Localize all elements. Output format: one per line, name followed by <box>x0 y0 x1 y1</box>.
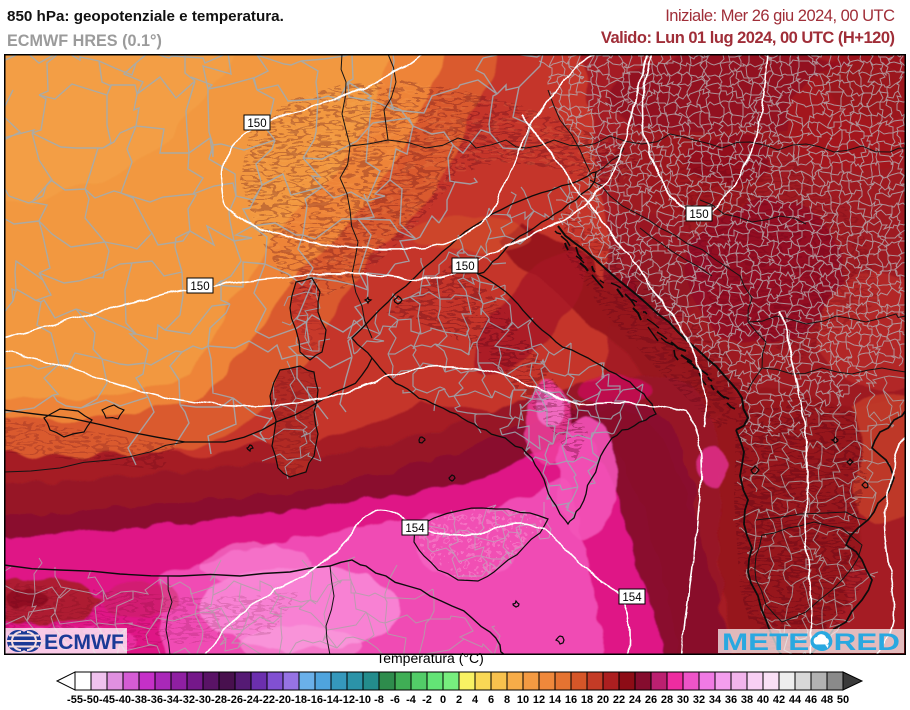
svg-text:-22: -22 <box>259 694 275 706</box>
svg-text:-4: -4 <box>406 694 417 706</box>
svg-text:34: 34 <box>709 694 722 706</box>
svg-text:18: 18 <box>581 694 593 706</box>
svg-text:-45: -45 <box>99 694 115 706</box>
svg-text:-38: -38 <box>131 694 147 706</box>
svg-text:6: 6 <box>488 694 494 706</box>
svg-text:-34: -34 <box>163 694 180 706</box>
svg-text:42: 42 <box>773 694 785 706</box>
svg-text:40: 40 <box>757 694 769 706</box>
svg-text:150: 150 <box>190 281 209 293</box>
svg-text:16: 16 <box>565 694 577 706</box>
svg-text:150: 150 <box>455 261 474 273</box>
svg-text:20: 20 <box>597 694 609 706</box>
svg-text:38: 38 <box>741 694 753 706</box>
svg-text:28: 28 <box>661 694 673 706</box>
svg-text:-40: -40 <box>115 694 131 706</box>
svg-text:22: 22 <box>613 694 625 706</box>
svg-text:26: 26 <box>645 694 657 706</box>
svg-text:0: 0 <box>440 694 446 706</box>
svg-text:50: 50 <box>837 694 849 706</box>
svg-text:2: 2 <box>456 694 462 706</box>
svg-text:36: 36 <box>725 694 737 706</box>
svg-text:24: 24 <box>629 694 642 706</box>
svg-text:-55: -55 <box>67 694 83 706</box>
svg-text:44: 44 <box>789 694 802 706</box>
svg-text:ECMWF: ECMWF <box>44 631 124 654</box>
svg-text:-2: -2 <box>422 694 432 706</box>
svg-text:-24: -24 <box>243 694 260 706</box>
svg-text:-14: -14 <box>323 694 340 706</box>
svg-text:10: 10 <box>517 694 529 706</box>
svg-text:-10: -10 <box>355 694 371 706</box>
svg-text:150: 150 <box>689 209 708 221</box>
svg-text:-26: -26 <box>227 694 243 706</box>
svg-text:-32: -32 <box>179 694 195 706</box>
svg-text:METEORED: METEORED <box>722 629 900 655</box>
svg-text:-28: -28 <box>211 694 227 706</box>
svg-text:-36: -36 <box>147 694 163 706</box>
svg-text:154: 154 <box>622 592 642 604</box>
svg-text:-8: -8 <box>374 694 384 706</box>
svg-text:48: 48 <box>821 694 833 706</box>
svg-text:-16: -16 <box>307 694 323 706</box>
svg-text:-18: -18 <box>291 694 307 706</box>
svg-text:4: 4 <box>472 694 479 706</box>
svg-text:30: 30 <box>677 694 689 706</box>
svg-text:150: 150 <box>247 118 266 130</box>
svg-text:14: 14 <box>549 694 562 706</box>
svg-text:-12: -12 <box>339 694 355 706</box>
svg-text:8: 8 <box>504 694 510 706</box>
svg-text:-6: -6 <box>390 694 400 706</box>
svg-text:46: 46 <box>805 694 817 706</box>
svg-text:12: 12 <box>533 694 545 706</box>
svg-text:32: 32 <box>693 694 705 706</box>
svg-text:-50: -50 <box>83 694 99 706</box>
svg-text:-30: -30 <box>195 694 211 706</box>
svg-text:-20: -20 <box>275 694 291 706</box>
svg-text:154: 154 <box>405 523 425 535</box>
